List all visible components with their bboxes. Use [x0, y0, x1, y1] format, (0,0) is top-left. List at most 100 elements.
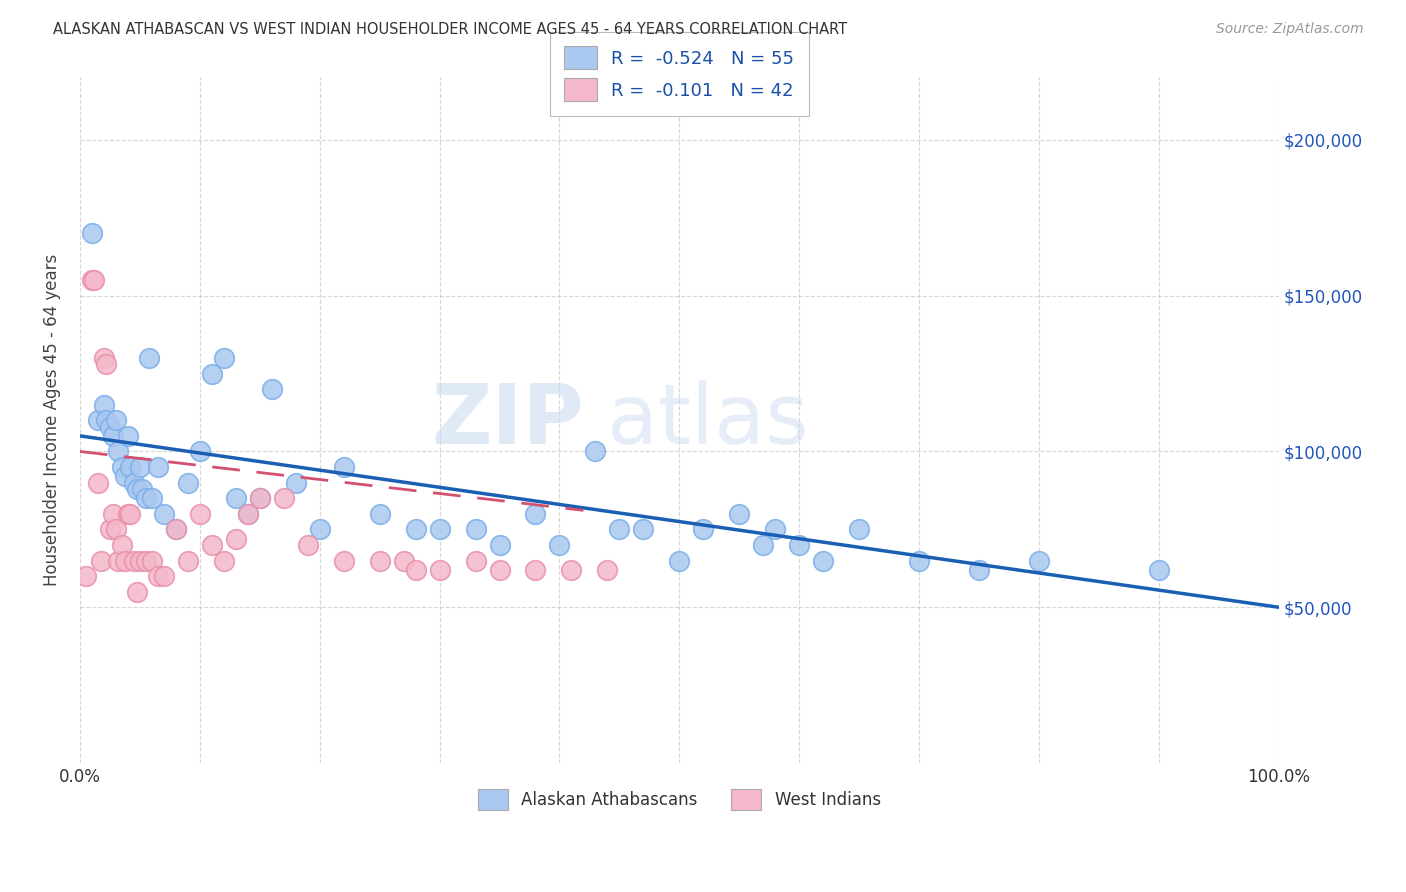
Point: [111, 538, 134, 552]
Point: [93, 351, 115, 365]
Point: [429, 522, 451, 536]
Point: [87, 413, 110, 427]
Point: [464, 553, 486, 567]
Point: [103, 429, 125, 443]
Point: [405, 522, 427, 536]
Point: [249, 491, 271, 506]
Point: [297, 538, 319, 552]
Point: [524, 563, 547, 577]
Point: [308, 522, 330, 536]
Point: [560, 563, 582, 577]
Point: [93, 398, 115, 412]
Point: [114, 469, 136, 483]
Point: [392, 553, 415, 567]
Point: [135, 491, 157, 506]
Point: [212, 553, 235, 567]
Point: [908, 553, 931, 567]
Point: [332, 460, 354, 475]
Point: [405, 563, 427, 577]
Point: [249, 491, 271, 506]
Point: [368, 507, 391, 521]
Point: [90, 553, 112, 567]
Point: [177, 553, 200, 567]
Point: [153, 507, 176, 521]
Point: [117, 429, 139, 443]
Point: [967, 563, 990, 577]
Point: [111, 460, 134, 475]
Point: [75, 569, 97, 583]
Point: [104, 522, 127, 536]
Point: [188, 444, 211, 458]
Point: [80, 227, 103, 241]
Point: [96, 413, 118, 427]
Point: [141, 491, 163, 506]
Point: [728, 507, 751, 521]
Text: ALASKAN ATHABASCAN VS WEST INDIAN HOUSEHOLDER INCOME AGES 45 - 64 YEARS CORRELAT: ALASKAN ATHABASCAN VS WEST INDIAN HOUSEH…: [53, 22, 848, 37]
Point: [260, 382, 283, 396]
Point: [117, 507, 139, 521]
Point: [107, 444, 129, 458]
Point: [122, 553, 145, 567]
Point: [585, 444, 607, 458]
Point: [165, 522, 187, 536]
Point: [429, 563, 451, 577]
Point: [236, 507, 259, 521]
Point: [165, 522, 187, 536]
Point: [98, 522, 121, 536]
Point: [201, 538, 224, 552]
Point: [153, 569, 176, 583]
Point: [524, 507, 547, 521]
Point: [127, 584, 149, 599]
Legend: Alaskan Athabascans, West Indians: Alaskan Athabascans, West Indians: [465, 775, 894, 823]
Point: [104, 413, 127, 427]
Point: [488, 538, 510, 552]
Text: atlas: atlas: [607, 380, 810, 461]
Point: [236, 507, 259, 521]
Point: [83, 273, 105, 287]
Point: [548, 538, 571, 552]
Point: [103, 507, 125, 521]
Point: [98, 419, 121, 434]
Point: [141, 553, 163, 567]
Point: [633, 522, 655, 536]
Point: [146, 569, 169, 583]
Point: [848, 522, 870, 536]
Point: [87, 475, 110, 490]
Point: [122, 475, 145, 490]
Text: Source: ZipAtlas.com: Source: ZipAtlas.com: [1216, 22, 1364, 37]
Point: [225, 491, 247, 506]
Point: [96, 357, 118, 371]
Point: [596, 563, 619, 577]
Point: [114, 553, 136, 567]
Point: [488, 563, 510, 577]
Point: [1147, 563, 1170, 577]
Point: [138, 351, 160, 365]
Point: [368, 553, 391, 567]
Point: [135, 553, 157, 567]
Point: [225, 532, 247, 546]
Point: [1028, 553, 1050, 567]
Point: [763, 522, 786, 536]
Point: [128, 460, 150, 475]
Point: [273, 491, 295, 506]
Point: [120, 507, 142, 521]
Point: [787, 538, 810, 552]
Point: [212, 351, 235, 365]
Point: [107, 553, 129, 567]
Point: [188, 507, 211, 521]
Text: ZIP: ZIP: [432, 380, 583, 461]
Point: [464, 522, 486, 536]
Y-axis label: Householder Income Ages 45 - 64 years: Householder Income Ages 45 - 64 years: [44, 254, 60, 586]
Point: [692, 522, 714, 536]
Point: [120, 460, 142, 475]
Point: [127, 482, 149, 496]
Point: [609, 522, 631, 536]
Point: [201, 367, 224, 381]
Point: [284, 475, 307, 490]
Point: [131, 482, 153, 496]
Point: [332, 553, 354, 567]
Point: [752, 538, 775, 552]
Point: [668, 553, 690, 567]
Point: [177, 475, 200, 490]
Point: [146, 460, 169, 475]
